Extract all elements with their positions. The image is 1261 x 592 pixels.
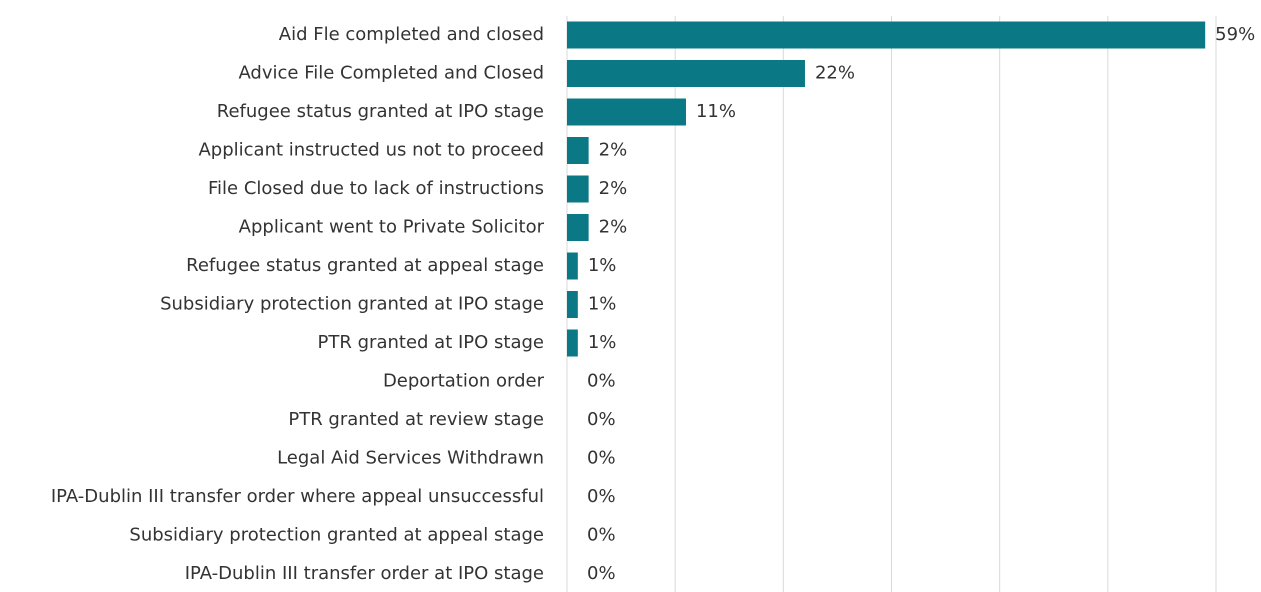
bar (567, 291, 578, 318)
y-tick-label: Subsidiary protection granted at appeal … (129, 525, 544, 546)
data-label: 22% (815, 63, 855, 84)
data-label: 1% (588, 332, 617, 353)
data-label: 2% (599, 217, 628, 238)
y-tick-label: Refugee status granted at appeal stage (186, 255, 544, 276)
data-label: 2% (599, 178, 628, 199)
bar (567, 329, 578, 357)
bar (567, 252, 578, 280)
y-tick-label: PTR granted at review stage (288, 409, 544, 430)
y-tick-label: File Closed due to lack of instructions (208, 178, 544, 199)
y-tick-label: Legal Aid Services Withdrawn (277, 448, 544, 469)
data-label: 0% (587, 448, 616, 469)
data-label: 0% (587, 563, 616, 584)
y-tick-label: Subsidiary protection granted at IPO sta… (160, 294, 544, 315)
data-label: 11% (696, 101, 736, 122)
y-tick-label: IPA-Dublin III transfer order at IPO sta… (185, 563, 544, 584)
data-label: 1% (588, 294, 617, 315)
data-label: 0% (587, 409, 616, 430)
bar (567, 175, 589, 203)
data-label: 0% (587, 486, 616, 507)
y-tick-label: Advice File Completed and Closed (238, 63, 544, 84)
data-label: 59% (1215, 24, 1255, 45)
bar (567, 137, 589, 164)
y-tick-label: Applicant instructed us not to proceed (198, 140, 544, 161)
y-tick-label: PTR granted at IPO stage (318, 332, 544, 353)
data-label: 0% (587, 371, 616, 392)
data-label: 2% (599, 140, 628, 161)
data-label: 0% (587, 525, 616, 546)
y-tick-label: Deportation order (383, 371, 545, 392)
data-label: 1% (588, 255, 617, 276)
bar (567, 214, 589, 241)
bar (567, 60, 805, 87)
y-tick-label: Aid Fle completed and closed (279, 24, 544, 45)
bar (567, 98, 686, 126)
y-tick-label: Refugee status granted at IPO stage (217, 101, 544, 122)
y-tick-label: IPA-Dublin III transfer order where appe… (51, 486, 544, 507)
y-tick-label: Applicant went to Private Solicitor (239, 217, 545, 238)
bar (567, 21, 1206, 49)
